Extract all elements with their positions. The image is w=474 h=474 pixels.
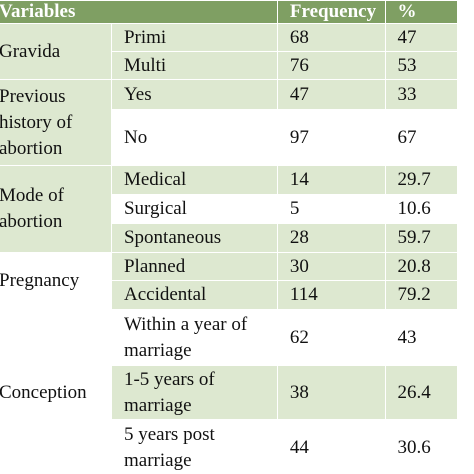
- category-cell: Accidental: [110, 280, 278, 310]
- category-cell: Spontaneous: [110, 223, 278, 253]
- frequency-cell: 44: [276, 419, 386, 474]
- frequency-cell: 76: [276, 51, 386, 80]
- table-row: Pregnancy Planned 30 20.8: [0, 252, 458, 310]
- frequency-cell: 97: [276, 109, 386, 166]
- frequency-cell: 14: [276, 165, 386, 195]
- table-row: Previous history of abortion Yes 47 33: [0, 79, 458, 166]
- variable-cell: Previous history of abortion: [0, 79, 112, 166]
- frequency-cell: 114: [276, 280, 386, 310]
- frequency-cell: 30: [276, 252, 386, 281]
- header-cell: Frequency: [276, 0, 386, 24]
- percent-cell: 79.2: [384, 280, 458, 310]
- table-row: 1-5 years of marriage 38 26.4: [0, 365, 458, 420]
- percent-cell: 29.7: [384, 165, 458, 195]
- category-cell: Surgical: [110, 194, 278, 224]
- data-table: Variables Frequency % Gravida Primi 68 47 Mu…: [0, 0, 458, 474]
- table-row: Gravida Primi 68 47: [0, 23, 458, 80]
- variable-cell: Gravida: [0, 23, 112, 80]
- category-cell: 5 years post marriage: [110, 419, 278, 474]
- category-cell: Planned: [110, 252, 278, 281]
- table-row: 5 years post marriage 44 30.6: [0, 419, 458, 474]
- percent-cell: 20.8: [384, 252, 458, 281]
- frequency-cell: 68: [276, 23, 386, 52]
- variable-cell: Mode of abortion: [0, 165, 112, 253]
- frequency-cell: 5: [276, 194, 386, 224]
- category-cell: Multi: [110, 51, 278, 80]
- category-cell: Within a year of marriage: [110, 309, 278, 366]
- table-row: No 97 67: [0, 109, 458, 166]
- variable-cell: Conception: [0, 309, 112, 474]
- frequency-cell: 38: [276, 365, 386, 420]
- percent-cell: 59.7: [384, 223, 458, 253]
- percent-cell: 33: [384, 79, 458, 110]
- percent-cell: 30.6: [384, 419, 458, 474]
- table-row: Mode of abortion Medical 14 29.7: [0, 165, 458, 253]
- table-row: Multi 76 53: [0, 51, 458, 80]
- frequency-cell: 47: [276, 79, 386, 110]
- percent-cell: 67: [384, 109, 458, 166]
- category-cell: Yes: [110, 79, 278, 110]
- variable-cell: Pregnancy: [0, 252, 112, 310]
- header-cell: Variables: [0, 0, 278, 24]
- header-row: Variables Frequency %: [0, 0, 458, 24]
- category-cell: 1-5 years of marriage: [110, 365, 278, 420]
- percent-cell: 53: [384, 51, 458, 80]
- header-cell: %: [384, 0, 458, 24]
- percent-cell: 26.4: [384, 365, 458, 420]
- percent-cell: 47: [384, 23, 458, 52]
- frequency-cell: 62: [276, 309, 386, 366]
- frequency-cell: 28: [276, 223, 386, 253]
- percent-cell: 43: [384, 309, 458, 366]
- category-cell: Medical: [110, 165, 278, 195]
- category-cell: Primi: [110, 23, 278, 52]
- percent-cell: 10.6: [384, 194, 458, 224]
- table-row: Conception Within a year of marriage 62 43: [0, 309, 458, 474]
- category-cell: No: [110, 109, 278, 166]
